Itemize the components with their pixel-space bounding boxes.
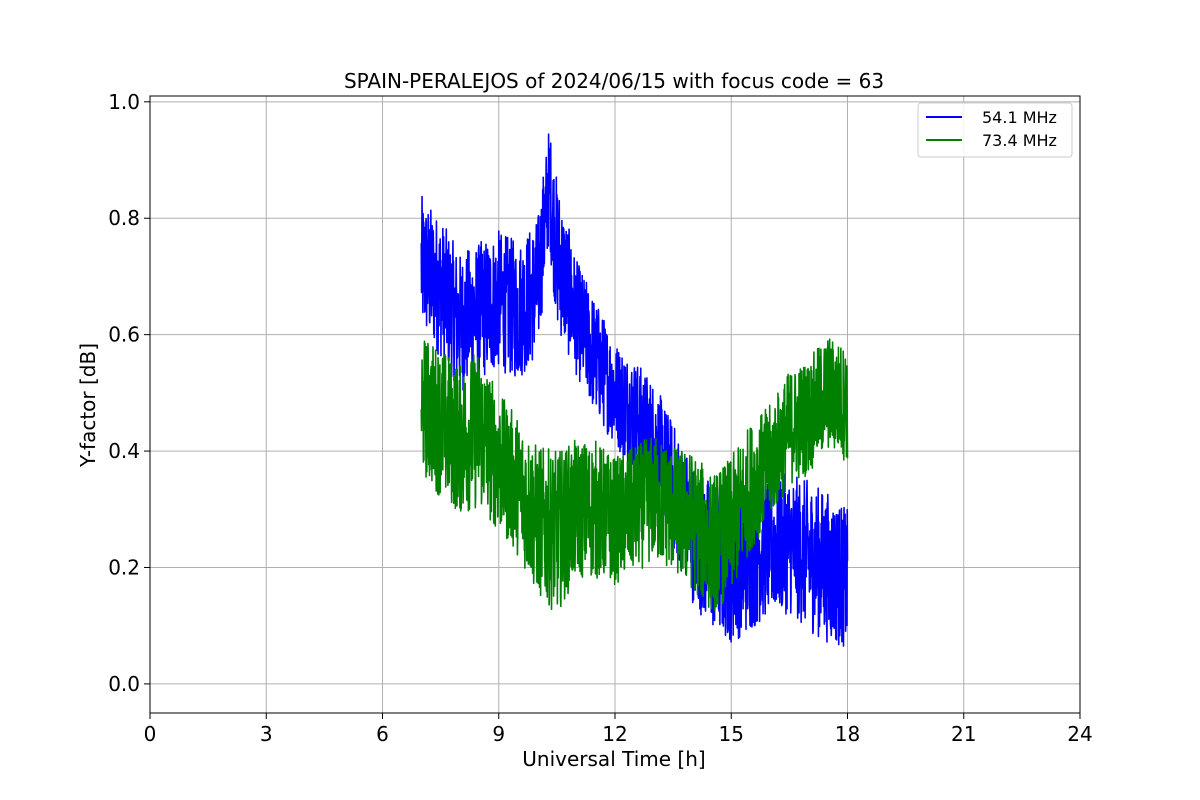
x-axis-label: Universal Time [h] xyxy=(522,747,705,771)
x-tick-label: 24 xyxy=(1067,722,1092,746)
legend: 54.1 MHz 73.4 MHz xyxy=(917,102,1073,158)
y-tick-label: 0.0 xyxy=(108,672,140,696)
x-tick-label: 21 xyxy=(951,722,976,746)
legend-label-54mhz: 54.1 MHz xyxy=(982,108,1057,127)
x-tick-label: 9 xyxy=(492,722,505,746)
y-tick-label: 0.8 xyxy=(108,206,140,230)
chart-title: SPAIN-PERALEJOS of 2024/06/15 with focus… xyxy=(344,69,884,93)
x-tick-label: 0 xyxy=(144,722,157,746)
series-line-0 xyxy=(420,133,849,647)
ticks: 0 3 6 9 12 15 18 21 24 0.0 0.2 0.4 0.6 0.8 1.0 xyxy=(108,90,1093,746)
y-tick-label: 1.0 xyxy=(108,90,140,114)
series-layer xyxy=(420,133,849,647)
x-tick-label: 6 xyxy=(376,722,389,746)
y-tick-label: 0.4 xyxy=(108,439,140,463)
x-tick-label: 15 xyxy=(719,722,744,746)
y-tick-label: 0.6 xyxy=(108,323,140,347)
series-line-1 xyxy=(420,338,849,612)
x-tick-label: 3 xyxy=(260,722,273,746)
legend-label-73mhz: 73.4 MHz xyxy=(982,131,1057,150)
y-tick-label: 0.2 xyxy=(108,555,140,579)
y-axis-label: Y-factor [dB] xyxy=(76,343,100,468)
x-tick-label: 12 xyxy=(602,722,627,746)
x-tick-label: 18 xyxy=(835,722,860,746)
